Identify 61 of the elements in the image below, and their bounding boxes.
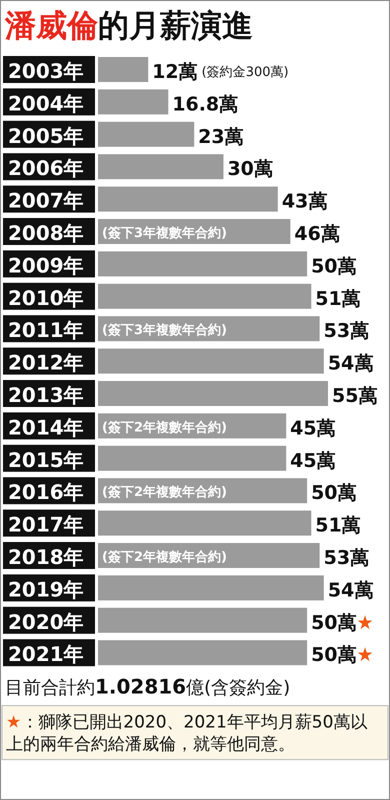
y-tick-label: 2021年 — [8, 642, 84, 666]
data-label: 53萬 — [324, 547, 370, 569]
data-label: 50萬 — [311, 255, 357, 278]
data-label: 53萬 — [324, 320, 370, 342]
y-tick-label: 2012年 — [8, 350, 84, 375]
bar — [98, 446, 286, 471]
bar — [98, 348, 324, 374]
bar — [98, 154, 224, 180]
annotation: (簽下3年複數年合約) — [102, 322, 227, 338]
bar — [98, 284, 312, 309]
bar — [98, 89, 168, 114]
data-label: 50萬★ — [311, 612, 374, 634]
y-tick-label: 2016年 — [8, 480, 84, 504]
bar — [98, 575, 324, 600]
data-label: 54萬 — [328, 352, 374, 375]
annotation: (簽約金300萬) — [202, 65, 289, 80]
data-label: 16.8萬 — [172, 93, 238, 116]
chart-title: 潘威倫的月薪演進 — [4, 8, 253, 44]
y-tick-label: 2017年 — [8, 512, 84, 537]
data-label: 50萬★ — [311, 644, 374, 666]
data-label: 50萬 — [311, 482, 357, 504]
data-label: 51萬 — [315, 514, 361, 537]
bar — [98, 186, 278, 212]
data-label: 45萬 — [290, 417, 336, 440]
data-label: 55萬 — [332, 385, 378, 407]
bar — [98, 57, 148, 82]
data-label: 43萬 — [282, 190, 328, 213]
y-tick-label: 2014年 — [8, 415, 84, 440]
bar — [98, 251, 308, 276]
text: ★：獅隊已開出2020、2021年平均月薪50萬以上的兩年合約給潘威倫，就等他同意。 — [6, 712, 368, 755]
data-label: 46萬 — [294, 223, 340, 245]
y-tick-label: 2004年 — [8, 91, 84, 116]
annotation: (簽下2年複數年合約) — [102, 484, 227, 500]
y-tick-label: 2003年 — [8, 59, 84, 83]
data-label: 23萬 — [198, 126, 244, 148]
data-label: 45萬 — [290, 450, 336, 472]
y-tick-label: 2020年 — [8, 610, 84, 634]
y-tick-label: 2010年 — [8, 286, 84, 310]
y-tick-label: 2005年 — [8, 124, 84, 148]
data-label: 30萬 — [227, 158, 273, 180]
y-tick-label: 2006年 — [8, 156, 84, 180]
y-tick-label: 2011年 — [8, 318, 84, 342]
y-tick-label: 2019年 — [8, 577, 84, 602]
bar — [98, 608, 308, 633]
bar — [98, 381, 328, 406]
bar — [98, 122, 194, 147]
data-label: 12萬 — [152, 61, 198, 83]
y-tick-label: 2018年 — [8, 545, 84, 569]
bar — [98, 640, 308, 666]
annotation: (簽下3年複數年合約) — [102, 225, 227, 241]
y-tick-label: 2015年 — [8, 448, 84, 472]
y-tick-label: 2008年 — [8, 221, 84, 245]
annotation: (簽下2年複數年合約) — [102, 419, 227, 436]
data-label: 51萬 — [315, 288, 361, 310]
y-tick-label: 2007年 — [8, 188, 84, 213]
y-tick-label: 2009年 — [8, 253, 84, 278]
y-tick-label: 2013年 — [8, 383, 84, 407]
annotation: 目前合計約1.02816億(含簽約金) — [5, 674, 290, 699]
data-label: 54萬 — [328, 579, 374, 602]
bar — [98, 510, 312, 536]
annotation: (簽下2年複數年合約) — [102, 549, 227, 565]
